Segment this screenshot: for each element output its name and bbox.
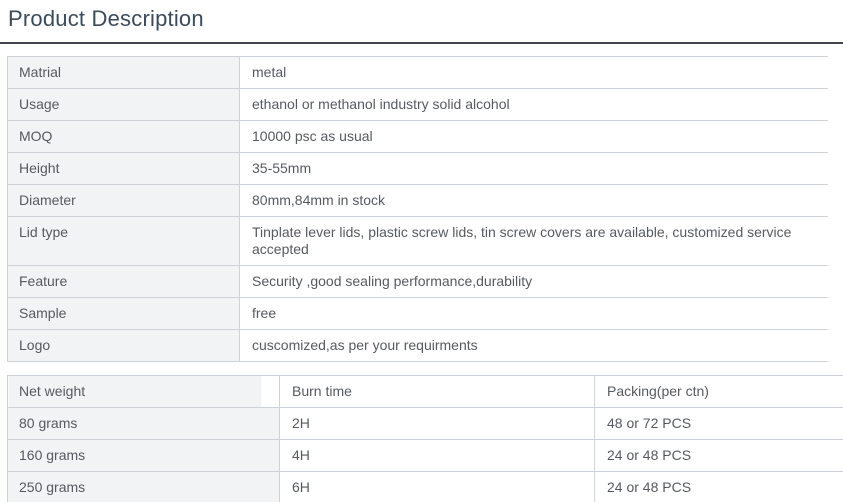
packing-header-cell: Net weight: [7, 375, 280, 408]
spec-label-cell: Feature: [7, 265, 240, 298]
packing-cell: 48 or 72 PCS: [594, 407, 843, 440]
packing-table-body: Net weight Burn time Packing(per ctn) 80 g…: [7, 375, 843, 502]
packing-cell: 24 or 48 PCS: [594, 439, 843, 472]
spec-value-cell: 10000 psc as usual: [239, 120, 828, 153]
title-divider: [0, 42, 843, 44]
spec-label-cell: MOQ: [7, 120, 240, 153]
packing-row: 160 grams 4H 24 or 48 PCS: [7, 439, 843, 472]
spec-value-cell: 80mm,84mm in stock: [239, 184, 828, 217]
spec-table: Matrial metal Usage ethanol or methanol ind…: [7, 56, 828, 362]
spec-value-cell: metal: [239, 56, 828, 89]
packing-row: 250 grams 6H 24 or 48 PCS: [7, 471, 843, 502]
packing-cell: 80 grams: [7, 407, 280, 440]
spec-value-cell: free: [239, 297, 828, 330]
packing-cell: 2H: [279, 407, 595, 440]
spec-label-cell: Matrial: [7, 56, 240, 89]
spec-value-cell: Tinplate lever lids, plastic screw lids,…: [239, 216, 828, 266]
spec-row: Diameter 80mm,84mm in stock: [7, 184, 828, 217]
spec-label-cell: Logo: [7, 329, 240, 362]
packing-cell: 4H: [279, 439, 595, 472]
spec-value-cell: 35-55mm: [239, 152, 828, 185]
packing-cell: 250 grams: [7, 471, 280, 502]
spec-row: Matrial metal: [7, 56, 828, 89]
packing-table: Net weight Burn time Packing(per ctn) 80 g…: [7, 375, 843, 502]
page-title: Product Description: [8, 6, 204, 31]
spec-label-cell: Usage: [7, 88, 240, 121]
spec-row: MOQ 10000 psc as usual: [7, 120, 828, 153]
spec-row: Feature Security ,good sealing performanc…: [7, 265, 828, 298]
spec-value-cell: cuscomized,as per your requirments: [239, 329, 828, 362]
spec-label-cell: Diameter: [7, 184, 240, 217]
spec-label-cell: Sample: [7, 297, 240, 330]
packing-header-cell: Burn time: [279, 375, 595, 408]
spec-label-cell: Height: [7, 152, 240, 185]
spec-value-cell: Security ,good sealing performance,durab…: [239, 265, 828, 298]
spec-row: Logo cuscomized,as per your requirments: [7, 329, 828, 362]
packing-cell: 6H: [279, 471, 595, 502]
spec-row: Height 35-55mm: [7, 152, 828, 185]
packing-row: 80 grams 2H 48 or 72 PCS: [7, 407, 843, 440]
packing-cell: 24 or 48 PCS: [594, 471, 843, 502]
packing-cell: 160 grams: [7, 439, 280, 472]
packing-header-cell: Packing(per ctn): [594, 375, 843, 408]
spec-row: Sample free: [7, 297, 828, 330]
spec-value-cell: ethanol or methanol industry solid alcoh…: [239, 88, 828, 121]
spec-table-body: Matrial metal Usage ethanol or methanol ind…: [7, 56, 828, 362]
packing-header-row: Net weight Burn time Packing(per ctn): [7, 375, 843, 408]
spec-row: Lid type Tinplate lever lids, plastic scr…: [7, 216, 828, 266]
spec-label-cell: Lid type: [7, 216, 240, 266]
spec-row: Usage ethanol or methanol industry solid …: [7, 88, 828, 121]
